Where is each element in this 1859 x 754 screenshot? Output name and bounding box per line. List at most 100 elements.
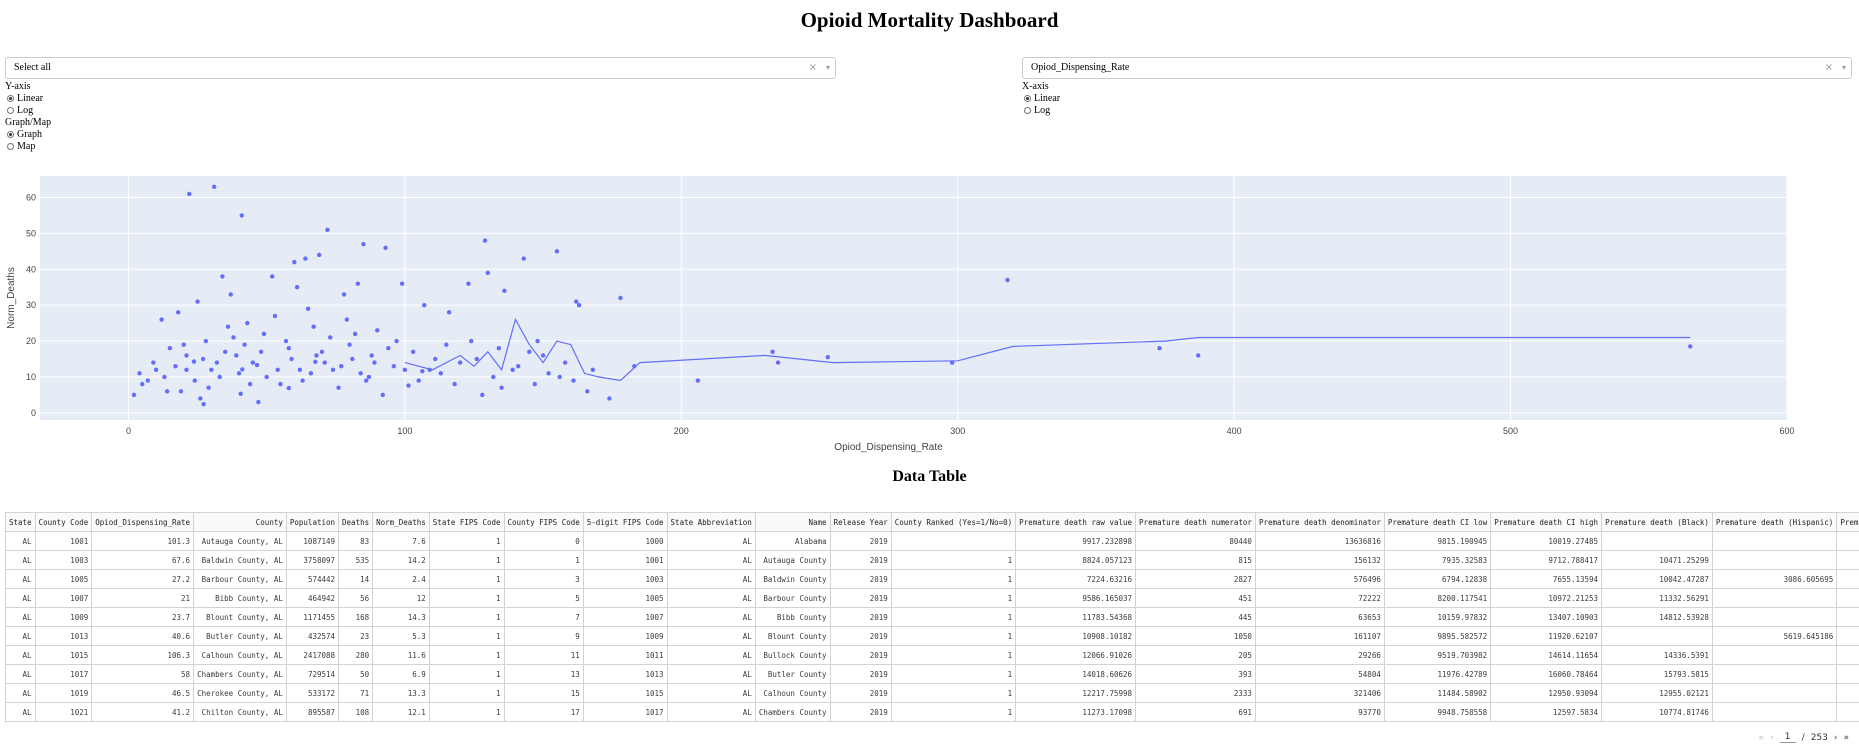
first-page-button[interactable]: « bbox=[1758, 732, 1765, 743]
table-cell[interactable]: 1 bbox=[428, 588, 505, 608]
table-cell[interactable]: 3758097 bbox=[285, 550, 340, 570]
table-cell[interactable] bbox=[1836, 531, 1859, 551]
table-cell[interactable]: 1 bbox=[890, 664, 1017, 684]
scatter-chart[interactable]: 0 100 200 300 400 500 600 0 10 20 30 40 50 60 Opiod_Di… bbox=[0, 170, 1859, 460]
table-cell[interactable] bbox=[1711, 607, 1838, 627]
table-cell[interactable] bbox=[1836, 683, 1859, 703]
column-header[interactable]: State FIPS Code bbox=[428, 512, 505, 532]
table-cell[interactable]: 1 bbox=[428, 607, 505, 627]
table-cell[interactable] bbox=[1836, 664, 1859, 684]
table-cell[interactable]: 168 bbox=[338, 607, 374, 627]
column-header[interactable]: State Abbreviation bbox=[666, 512, 756, 532]
table-cell[interactable]: 16060.78464 bbox=[1490, 664, 1603, 684]
table-cell[interactable] bbox=[1711, 664, 1838, 684]
table-cell[interactable]: 12597.5834 bbox=[1490, 702, 1603, 722]
table-cell[interactable]: 23.7 bbox=[91, 607, 195, 627]
table-cell[interactable]: 10159.97832 bbox=[1383, 607, 1492, 627]
table-cell[interactable]: 11332.56291 bbox=[1601, 588, 1713, 608]
table-cell[interactable]: 1021 bbox=[34, 702, 93, 722]
table-cell[interactable]: AL bbox=[666, 550, 756, 570]
table-cell[interactable]: 12.1 bbox=[372, 702, 430, 722]
table-cell[interactable]: 23 bbox=[338, 626, 374, 646]
table-cell[interactable]: 12950.93094 bbox=[1490, 683, 1603, 703]
table-cell[interactable]: 63653 bbox=[1254, 607, 1385, 627]
table-cell[interactable]: Barbour County bbox=[754, 588, 831, 608]
table-cell[interactable]: 161107 bbox=[1254, 626, 1385, 646]
yaxis-linear-radio[interactable]: Linear bbox=[7, 93, 43, 104]
table-cell[interactable]: Baldwin County, AL bbox=[193, 550, 287, 570]
table-cell[interactable] bbox=[1711, 683, 1838, 703]
table-cell[interactable]: 1 bbox=[890, 569, 1017, 589]
table-cell[interactable]: AL bbox=[666, 531, 756, 551]
table-cell[interactable]: 2019 bbox=[829, 683, 892, 703]
table-cell[interactable]: AL bbox=[5, 588, 36, 608]
column-header[interactable]: County FIPS Code bbox=[503, 512, 584, 532]
table-cell[interactable]: 14 bbox=[338, 569, 374, 589]
xaxis-log-radio[interactable]: Log bbox=[1024, 105, 1050, 116]
table-cell[interactable]: AL bbox=[666, 607, 756, 627]
table-cell[interactable] bbox=[1601, 531, 1713, 551]
table-cell[interactable]: 7655.13594 bbox=[1490, 569, 1603, 589]
column-header[interactable]: State bbox=[5, 512, 36, 532]
table-cell[interactable]: 1000 bbox=[582, 531, 668, 551]
column-header[interactable]: Premature death (Hispanic) bbox=[1711, 512, 1838, 532]
table-cell[interactable]: 1015 bbox=[582, 683, 668, 703]
column-header[interactable]: Premature death raw value bbox=[1015, 512, 1137, 532]
table-cell[interactable]: Blount County, AL bbox=[193, 607, 287, 627]
table-cell[interactable]: 11 bbox=[503, 645, 584, 665]
column-header[interactable]: Premature death CI low bbox=[1383, 512, 1492, 532]
table-cell[interactable]: Butler County, AL bbox=[193, 626, 287, 646]
column-header[interactable]: Name bbox=[754, 512, 831, 532]
table-cell[interactable] bbox=[1711, 588, 1838, 608]
table-cell[interactable]: 1001 bbox=[582, 550, 668, 570]
table-cell[interactable]: 1 bbox=[890, 550, 1017, 570]
column-header[interactable]: Norm_Deaths bbox=[372, 512, 430, 532]
table-cell[interactable]: 1 bbox=[890, 645, 1017, 665]
table-cell[interactable]: 1 bbox=[890, 607, 1017, 627]
table-cell[interactable]: 8824.057123 bbox=[1015, 550, 1137, 570]
table-cell[interactable]: 393 bbox=[1135, 664, 1256, 684]
table-cell[interactable]: 1013 bbox=[34, 626, 93, 646]
table-cell[interactable]: 1171455 bbox=[285, 607, 340, 627]
clear-icon[interactable]: × bbox=[808, 62, 817, 73]
table-cell[interactable]: 1003 bbox=[34, 550, 93, 570]
table-cell[interactable]: AL bbox=[666, 569, 756, 589]
table-cell[interactable]: Chambers County, AL bbox=[193, 664, 287, 684]
table-cell[interactable]: 7 bbox=[503, 607, 584, 627]
table-cell[interactable]: AL bbox=[5, 569, 36, 589]
graph-radio[interactable]: Graph bbox=[7, 129, 42, 140]
table-cell[interactable]: 2019 bbox=[829, 569, 892, 589]
page-input[interactable]: 1 bbox=[1779, 732, 1796, 743]
table-cell[interactable]: Alabama bbox=[754, 531, 831, 551]
table-cell[interactable]: 9948.758558 bbox=[1383, 702, 1492, 722]
table-cell[interactable]: Blount County bbox=[754, 626, 831, 646]
table-cell[interactable]: 14.2 bbox=[372, 550, 430, 570]
table-cell[interactable]: Chambers County bbox=[754, 702, 831, 722]
table-cell[interactable]: 7224.63216 bbox=[1015, 569, 1137, 589]
table-cell[interactable]: 9815.190945 bbox=[1383, 531, 1492, 551]
table-cell[interactable]: 10774.81746 bbox=[1601, 702, 1713, 722]
table-cell[interactable] bbox=[1836, 569, 1859, 589]
table-cell[interactable]: 67.6 bbox=[91, 550, 195, 570]
table-cell[interactable]: 11484.58902 bbox=[1383, 683, 1492, 703]
table-cell[interactable]: 1001 bbox=[34, 531, 93, 551]
table-cell[interactable]: 71 bbox=[338, 683, 374, 703]
table-cell[interactable]: 7935.32583 bbox=[1383, 550, 1492, 570]
table-cell[interactable]: 80440 bbox=[1135, 531, 1256, 551]
table-cell[interactable]: 2.4 bbox=[372, 569, 430, 589]
table-cell[interactable]: Calhoun County, AL bbox=[193, 645, 287, 665]
table-cell[interactable]: 2019 bbox=[829, 588, 892, 608]
table-cell[interactable]: AL bbox=[666, 702, 756, 722]
table-cell[interactable]: 12217.75998 bbox=[1015, 683, 1137, 703]
next-page-button[interactable]: › bbox=[1833, 732, 1838, 743]
table-cell[interactable] bbox=[1836, 702, 1859, 722]
map-radio[interactable]: Map bbox=[7, 141, 35, 152]
column-header[interactable]: Population bbox=[285, 512, 340, 532]
table-cell[interactable]: 1017 bbox=[34, 664, 93, 684]
table-cell[interactable]: 14018.60626 bbox=[1015, 664, 1137, 684]
table-cell[interactable]: 13407.10903 bbox=[1490, 607, 1603, 627]
table-cell[interactable]: 8200.117541 bbox=[1383, 588, 1492, 608]
table-cell[interactable]: 1 bbox=[428, 569, 505, 589]
table-cell[interactable]: 9917.232898 bbox=[1015, 531, 1137, 551]
table-cell[interactable]: 14812.53928 bbox=[1601, 607, 1713, 627]
